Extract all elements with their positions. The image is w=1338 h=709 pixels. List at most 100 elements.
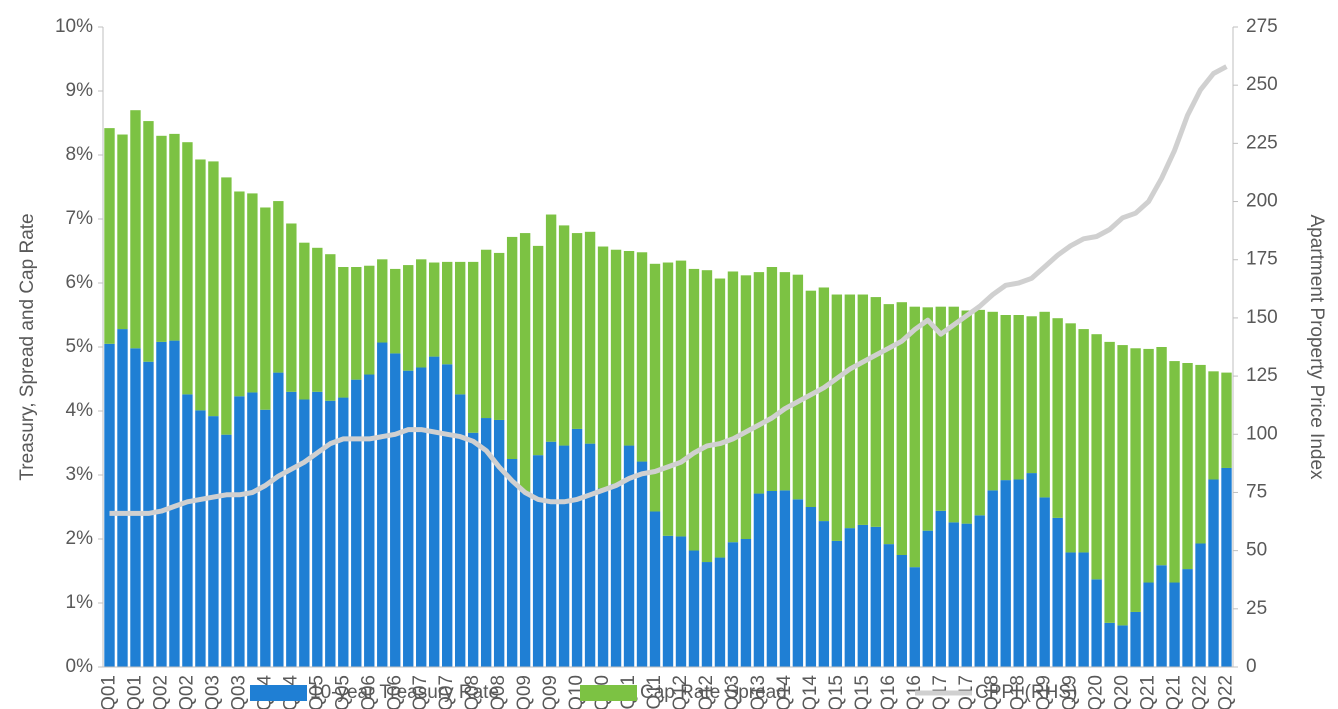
bar [935,306,946,511]
bar [1039,497,1050,667]
legend-label: Cap Rate Spread [640,682,787,703]
x-tick-label: 3Q14 [800,675,821,709]
y-tick-label: 5% [66,336,94,357]
x-tick-label: 1Q21 [1138,675,1159,709]
bar [1013,315,1024,480]
bar [221,177,232,435]
bar [1078,329,1089,553]
bar [1130,611,1141,667]
x-tick-label: 1Q06 [358,675,379,709]
bar [467,261,479,433]
bar [1013,479,1024,667]
x-tick-label: 3Q18 [1008,675,1029,709]
bar [325,254,336,401]
legend-swatch [580,685,637,701]
x-tick-label: 1Q05 [306,675,327,709]
line [109,64,1228,516]
y-tick-label: 3% [66,464,94,485]
bar [506,236,518,459]
bar [156,135,167,342]
bar [922,530,933,667]
y-tick-label: 4% [66,400,94,421]
bar [857,294,869,525]
bar [312,247,323,392]
y2-tick-label: 150 [1246,307,1278,328]
bar [117,134,128,330]
bar [442,261,453,365]
bar [623,251,635,446]
bar [558,225,570,446]
bar [429,262,440,357]
bar [390,353,401,667]
bar [312,391,323,667]
bar [403,265,414,371]
bar [454,261,466,395]
bar [714,278,726,558]
bar [1000,480,1011,667]
bar [1026,473,1037,667]
bar [273,372,284,667]
bar [1208,371,1219,480]
bar [1117,625,1128,667]
bar [1091,334,1102,580]
y2-tick-label: 50 [1246,540,1267,561]
bar [1039,311,1050,498]
x-tick-label: 3Q15 [852,675,873,709]
bar [1078,552,1089,667]
bar [727,542,739,667]
bar [234,191,245,397]
x-tick-label: 1Q08 [462,675,483,709]
bar [1156,347,1167,566]
legend-label: CPPI (RHS) [975,682,1077,703]
bar [506,459,518,667]
bar [571,428,583,667]
y2-tick-label: 75 [1246,481,1267,502]
bar [701,562,713,667]
x-tick-label: 1Q15 [826,675,847,709]
bar [519,491,531,667]
y-tick-label: 8% [66,144,94,165]
bar [442,364,453,667]
bar [429,356,440,667]
x-tick-label: 1Q18 [982,675,1003,709]
bar [792,274,804,500]
bar [104,343,115,667]
bar [221,434,232,667]
bar [1065,552,1076,667]
bar [870,526,882,667]
bar [195,410,206,667]
x-tick-label: 1Q09 [514,675,535,709]
bar [558,445,570,667]
x-tick-label: 3Q19 [1060,675,1081,709]
y-tick-label: 1% [66,592,94,613]
x-tick-label: 1Q02 [150,675,171,709]
bar [454,394,466,667]
bar [156,341,167,667]
x-tick-label: 3Q01 [124,675,145,709]
bar [338,267,349,398]
x-tick-label: 3Q09 [540,675,561,709]
bar [649,511,661,667]
bar [1065,323,1076,553]
x-tick-label: 1Q13 [722,675,743,709]
bar [273,201,284,373]
bar [818,521,830,667]
bar [130,348,141,667]
x-tick-label: 1Q03 [202,675,223,709]
bar [1182,363,1193,570]
bar [857,524,869,667]
x-tick-label: 3Q07 [436,675,457,709]
bar [377,259,388,343]
bar [623,445,635,667]
bar [1052,517,1063,667]
x-tick-label: 3Q16 [904,675,925,709]
bar [649,263,661,512]
y2-tick-label: 225 [1246,132,1278,153]
bar [1104,341,1115,623]
bar [1208,479,1219,667]
y2-tick-label: 175 [1246,249,1278,270]
bar [247,392,258,667]
bar [779,490,791,667]
bar [493,419,505,667]
bar [195,159,206,411]
